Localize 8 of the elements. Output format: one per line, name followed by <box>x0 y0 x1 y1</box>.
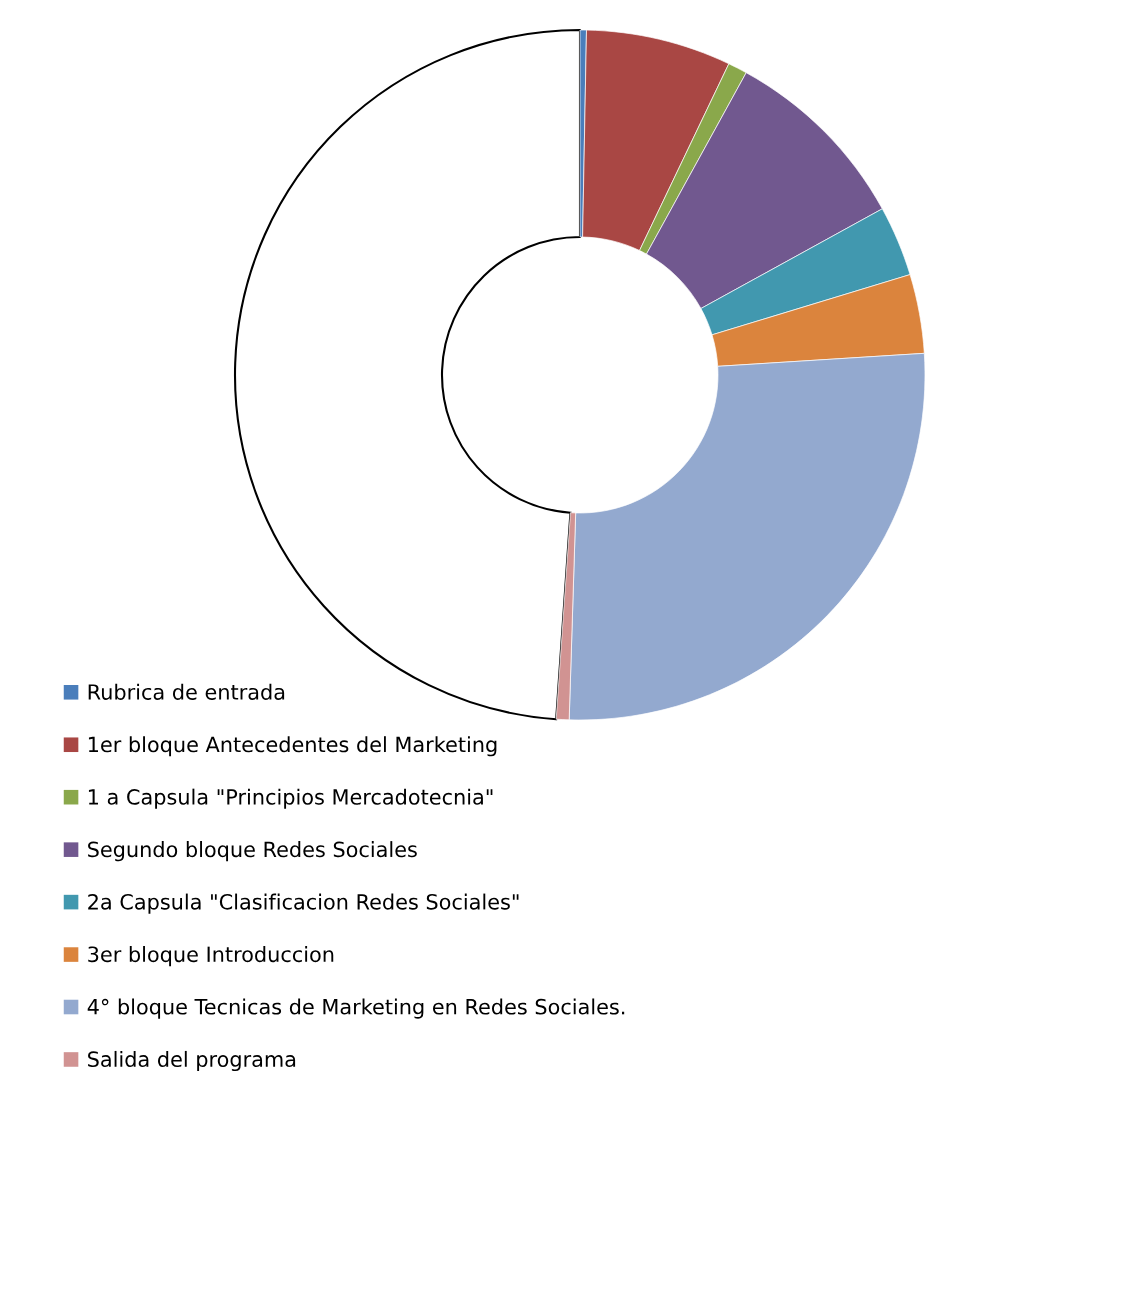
legend-label: 1 a Capsula "Principios Mercadotecnia" <box>88 788 493 809</box>
legend-label: 1er bloque Antecedentes del Marketing <box>88 736 497 757</box>
legend-label: Salida del programa <box>88 1050 296 1072</box>
legend-label: 2a Capsula "Clasificacion Redes Sociales" <box>88 893 519 914</box>
legend-label: Rubrica de entrada <box>88 683 285 700</box>
legend-label: 4° bloque Tecnicas de Marketing en Redes Sociales. <box>87 998 625 1019</box>
legend-label: Segundo bloque Redes Sociales <box>88 841 417 862</box>
legend-label: 3er bloque Introduccion <box>88 946 334 967</box>
